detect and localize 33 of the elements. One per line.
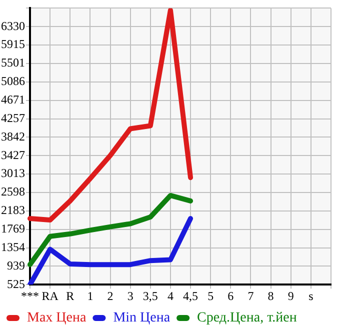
y-tick-label: 4257 bbox=[1, 110, 25, 125]
x-tick-label: 2 bbox=[107, 288, 114, 303]
y-tick-label: 5915 bbox=[1, 37, 25, 52]
x-tick-label: s bbox=[308, 288, 314, 303]
x-tick-label: 9 bbox=[288, 288, 294, 303]
y-tick-label: 2598 bbox=[1, 184, 25, 199]
x-tick-label: 4,5 bbox=[183, 288, 198, 303]
x-tick-label: R bbox=[66, 288, 74, 303]
y-tick-label: 3013 bbox=[1, 166, 25, 180]
x-tick-label: RA bbox=[42, 288, 59, 303]
x-tick-label: 5 bbox=[208, 288, 214, 303]
y-tick-label: 5086 bbox=[1, 74, 25, 88]
legend-label: Max Цена bbox=[27, 310, 87, 326]
x-tick-label: *** bbox=[21, 288, 39, 303]
x-tick-label: 8 bbox=[268, 288, 274, 303]
x-tick-label: 3,5 bbox=[142, 288, 158, 303]
legend-label: Min Цена bbox=[113, 310, 171, 326]
y-tick-label: 1354 bbox=[1, 240, 25, 254]
y-tick-label: 1769 bbox=[1, 221, 25, 236]
x-tick-label: 4 bbox=[167, 288, 174, 303]
x-tick-label: 6 bbox=[228, 288, 234, 303]
y-tick-label: 3842 bbox=[1, 129, 25, 144]
y-tick-label: 939 bbox=[7, 258, 25, 272]
legend-label: Сред.Цена, т.йен bbox=[197, 310, 298, 326]
x-tick-label: 1 bbox=[87, 288, 94, 303]
x-tick-label: 7 bbox=[248, 288, 254, 303]
y-tick-label: 525 bbox=[7, 276, 25, 291]
y-tick-label: 4671 bbox=[1, 92, 25, 107]
y-tick-label: 5501 bbox=[1, 56, 25, 70]
y-tick-label: 3427 bbox=[1, 148, 25, 162]
y-tick-label: 6330 bbox=[1, 18, 25, 33]
x-tick-label: 3 bbox=[127, 288, 134, 303]
y-tick-label: 2183 bbox=[1, 203, 25, 218]
